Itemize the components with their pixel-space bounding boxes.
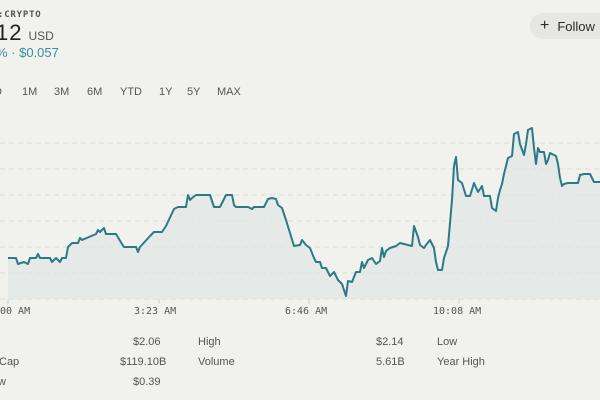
- stat-value: 5.61B: [376, 356, 405, 368]
- price-row: 12 USD: [0, 20, 54, 46]
- range-max[interactable]: MAX: [217, 86, 241, 98]
- stat-label: Low: [437, 336, 458, 348]
- stat-label: Volume: [198, 356, 235, 368]
- stat-value: $119.10B: [120, 356, 167, 368]
- range-selector: D 1M 3M 6M YTD 1Y 5Y MAX: [0, 86, 241, 98]
- range-1y[interactable]: 1Y: [159, 86, 173, 98]
- stat-label: Cap: [0, 356, 20, 368]
- price-change: % · $0.057: [0, 45, 59, 60]
- price-area: [8, 128, 600, 299]
- stat-value: $2.14: [376, 336, 404, 348]
- x-tick-label: 00 AM: [0, 306, 31, 317]
- stat-label: High: [198, 336, 221, 348]
- range-3m[interactable]: 3M: [54, 86, 70, 98]
- range-6m[interactable]: 6M: [87, 86, 103, 98]
- stat-value: $0.39: [133, 376, 161, 388]
- follow-button[interactable]: + Follow: [530, 13, 600, 39]
- range-5y[interactable]: 5Y: [187, 86, 201, 98]
- stat-label: Year High: [437, 356, 485, 368]
- exchange-label: :CRYPTO: [0, 10, 42, 20]
- x-tick-label: 3:23 AM: [134, 306, 177, 317]
- follow-label: Follow: [557, 18, 595, 34]
- stat-value: $2.06: [133, 336, 161, 348]
- price-chart[interactable]: [0, 110, 600, 310]
- currency-label: USD: [28, 29, 54, 43]
- x-tick-label: 10:08 AM: [433, 306, 482, 317]
- price-line: [8, 127, 600, 297]
- range-d[interactable]: D: [0, 86, 22, 98]
- range-ytd[interactable]: YTD: [120, 86, 142, 98]
- current-price: 12: [0, 20, 23, 45]
- plus-icon: +: [540, 17, 550, 34]
- stat-label: w: [0, 376, 6, 388]
- range-1m[interactable]: 1M: [22, 86, 38, 98]
- x-tick-label: 6:46 AM: [285, 306, 328, 317]
